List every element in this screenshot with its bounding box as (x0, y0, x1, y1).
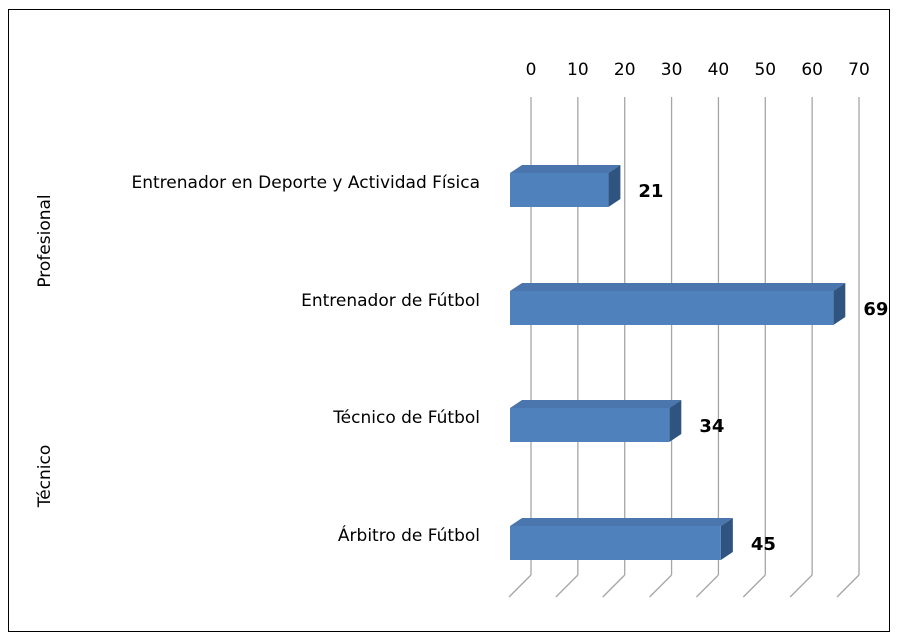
x-tick-label: 30 (661, 60, 683, 80)
bar (510, 526, 721, 560)
grid-floor-line (508, 574, 532, 598)
data-label: 21 (638, 181, 663, 202)
bar-side (669, 400, 682, 442)
bar-side (720, 518, 733, 560)
grid-floor-line (742, 574, 766, 598)
y-tick-label: Entrenador en Deporte y Actividad Física (132, 173, 481, 193)
bar-side (608, 165, 621, 207)
group-label: Técnico (35, 445, 55, 509)
bar-top (510, 400, 682, 408)
x-tick-label: 50 (754, 60, 776, 80)
x-tick-label: 0 (526, 60, 537, 80)
bar-side (833, 283, 846, 325)
y-tick-label: Entrenador de Fútbol (301, 291, 480, 311)
x-tick-label: 40 (708, 60, 730, 80)
y-tick-label: Árbitro de Fútbol (338, 524, 480, 546)
bar (510, 291, 834, 325)
data-label: 69 (863, 299, 888, 320)
x-tick-label: 60 (801, 60, 823, 80)
bar (510, 173, 609, 207)
grid-floor-line (836, 574, 860, 598)
bar-top (510, 283, 846, 291)
y-tick-label: Técnico de Fútbol (332, 408, 480, 428)
data-label: 34 (699, 416, 724, 437)
grid-floor-line (602, 574, 626, 598)
grid-floor-line (789, 574, 813, 598)
group-label: Profesional (35, 194, 55, 287)
data-label: 45 (751, 534, 776, 555)
grid-floor-line (649, 574, 673, 598)
x-tick-label: 10 (567, 60, 589, 80)
grid-floor-line (695, 574, 719, 598)
bar-top (510, 518, 733, 526)
bar (510, 408, 670, 442)
x-tick-label: 70 (848, 60, 870, 80)
x-tick-label: 20 (614, 60, 636, 80)
bar-top (510, 165, 621, 173)
grid-floor-line (555, 574, 579, 598)
